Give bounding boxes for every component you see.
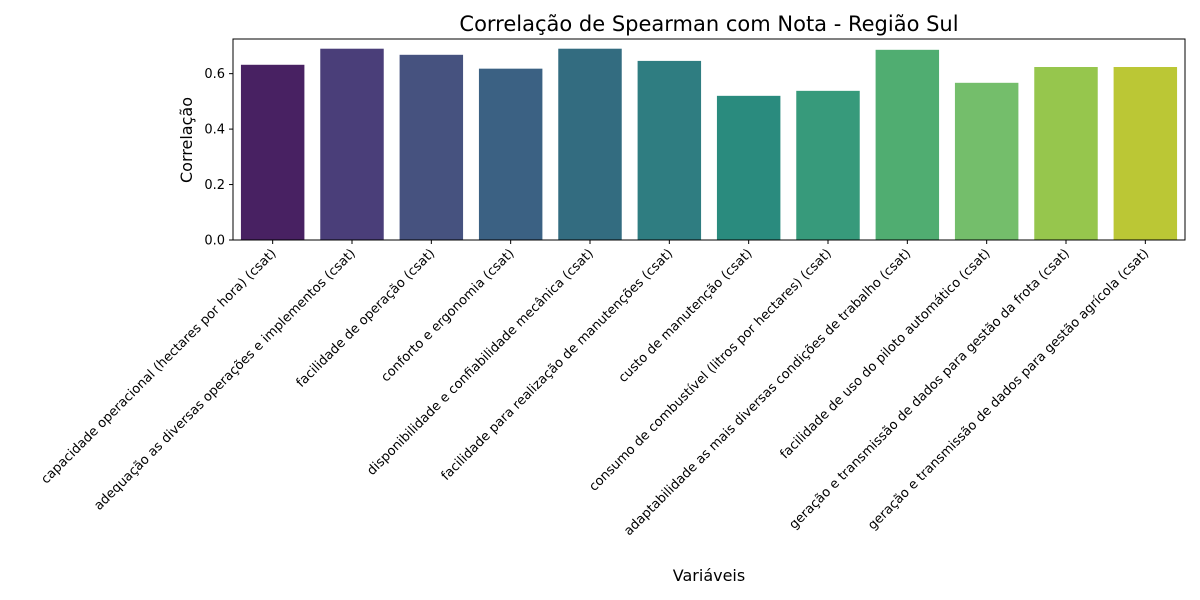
plot-frame [232,38,1186,241]
x-axis-label: Variáveis [673,566,745,585]
x-tick-label-11: geração e transmissão de dados para gest… [786,246,1072,532]
x-tick-label-2: adequação as diversas operações e implem… [91,246,358,513]
bar-3 [399,54,464,240]
bar-5 [558,48,622,241]
bar-12 [1113,67,1178,241]
bar-2 [320,48,384,241]
x-axis: capacidade operacional (hectares por hor… [38,240,1152,539]
y-tick-label-2: 0.2 [204,178,225,193]
bar-8 [796,90,860,240]
bars-group [240,48,1178,241]
bar-10 [954,82,1019,240]
bar-1 [240,64,305,240]
y-tick-label-4: 0.6 [204,67,225,82]
bar-11 [1034,67,1098,241]
x-tick-label-3: facilidade de operação (csat) [294,246,439,391]
y-tick-label-3: 0.4 [204,123,225,138]
bar-6 [637,60,702,240]
y-axis: 0.0 0.2 0.4 0.6 [204,67,233,249]
x-tick-label-7: custo de manutenção (csat) [616,246,756,386]
x-tick-label-12: geração e transmissão de dados para gest… [865,246,1152,533]
x-tick-label-9: adaptabilidade as mais diversas condiçõe… [621,246,914,539]
chart-title: Correlação de Spearman com Nota - Região… [459,12,958,36]
bar-4 [478,68,543,240]
y-tick-label-1: 0.0 [204,234,225,249]
bar-7 [716,95,781,241]
x-tick-label-4: conforto e ergonomia (csat) [379,246,518,385]
y-axis-label: Correlação [177,97,196,183]
bar-9 [875,49,940,241]
